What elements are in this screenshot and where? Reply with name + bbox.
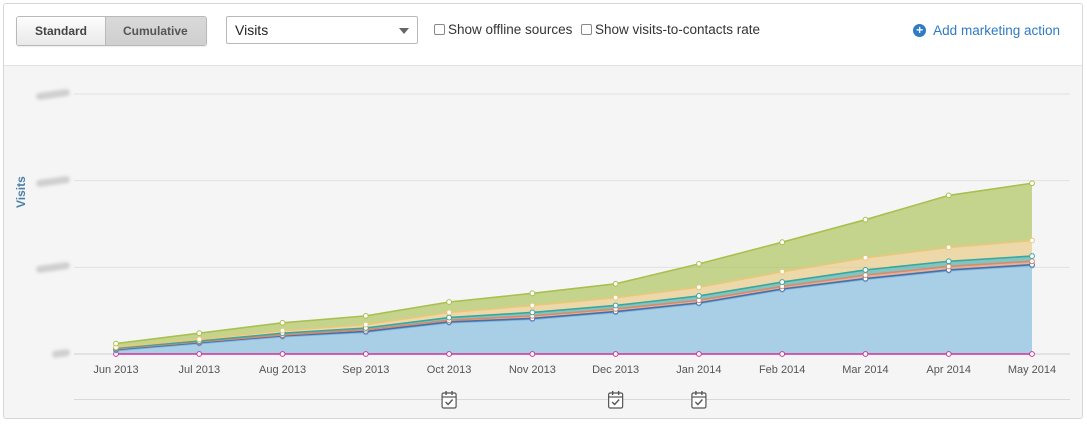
x-tick-label: Dec 2013	[592, 364, 639, 376]
data-point	[362, 312, 369, 319]
x-tick-label: Apr 2014	[926, 364, 971, 376]
x-tick-label: May 2014	[1008, 364, 1056, 376]
series-line	[115, 264, 1033, 352]
x-tick-label: Mar 2014	[842, 364, 888, 376]
data-point	[945, 192, 952, 199]
data-point	[945, 263, 952, 270]
data-point	[612, 280, 619, 287]
series-line	[115, 182, 1033, 345]
x-tick-label: Jul 2013	[178, 364, 220, 376]
data-point	[279, 327, 286, 334]
add-marketing-action-label: Add marketing action	[933, 23, 1060, 38]
calendar-check-icon[interactable]	[691, 391, 707, 409]
data-point	[446, 351, 452, 357]
series-line	[115, 263, 1033, 351]
x-tick-label: Sep 2013	[342, 364, 389, 376]
series-line	[115, 255, 1033, 349]
data-point	[279, 319, 286, 326]
calendar-check-icon[interactable]	[608, 391, 624, 409]
calendar-check-icon[interactable]	[441, 391, 457, 409]
data-point	[1029, 237, 1035, 244]
data-point	[779, 268, 786, 275]
metric-select[interactable]: Visits	[226, 16, 418, 44]
data-point	[779, 351, 786, 357]
data-point	[1029, 351, 1035, 357]
view-toggle: Standard Cumulative	[16, 16, 207, 46]
data-point	[862, 351, 869, 357]
data-point	[612, 302, 619, 309]
visits-rate-checkbox[interactable]: Show visits-to-contacts rate	[581, 22, 760, 37]
x-tick-label: Aug 2013	[259, 364, 306, 376]
data-point	[529, 309, 536, 316]
data-point	[862, 272, 869, 279]
series-line	[115, 239, 1033, 348]
plus-circle-icon: +	[913, 24, 927, 37]
data-point	[1029, 258, 1035, 265]
series-line	[115, 260, 1033, 350]
data-point	[945, 244, 952, 251]
data-point	[1029, 253, 1035, 259]
data-point	[696, 260, 702, 267]
cumulative-button[interactable]: Cumulative	[105, 17, 206, 45]
data-point	[113, 340, 119, 347]
data-point	[612, 351, 619, 357]
data-point	[779, 279, 786, 285]
checkbox-box[interactable]	[581, 24, 592, 35]
x-tick-label: Oct 2013	[427, 364, 472, 376]
data-point	[779, 239, 786, 246]
data-point	[1029, 180, 1035, 187]
series-area	[116, 183, 1032, 348]
data-point	[446, 314, 452, 321]
data-point	[862, 267, 869, 273]
data-point	[196, 336, 203, 343]
standard-button[interactable]: Standard	[17, 17, 106, 45]
chevron-down-icon	[399, 28, 409, 34]
checkbox-box[interactable]	[434, 24, 445, 35]
metric-select-value: Visits	[235, 22, 269, 38]
series-area	[116, 240, 1032, 348]
data-point	[446, 309, 452, 316]
data-point	[279, 351, 286, 357]
data-point	[529, 302, 536, 309]
x-tick-label: Jun 2013	[93, 364, 138, 376]
offline-sources-checkbox[interactable]: Show offline sources	[434, 22, 572, 37]
data-point	[945, 258, 952, 265]
visits-rate-label: Show visits-to-contacts rate	[595, 22, 761, 37]
data-point	[862, 216, 869, 223]
add-marketing-action-button[interactable]: + Add marketing action	[913, 23, 1060, 38]
data-point	[529, 290, 536, 297]
data-point	[696, 293, 702, 299]
offline-sources-label: Show offline sources	[448, 22, 573, 37]
data-point	[196, 330, 203, 337]
data-point	[362, 351, 369, 357]
data-point	[446, 299, 452, 305]
data-point	[196, 351, 203, 357]
x-tick-label: Jan 2014	[676, 364, 721, 376]
data-point	[945, 351, 952, 357]
data-point	[862, 254, 869, 261]
data-point	[696, 351, 702, 357]
data-point	[612, 294, 619, 301]
x-tick-label: Feb 2014	[759, 364, 805, 376]
data-point	[696, 284, 702, 291]
x-tick-label: Nov 2013	[509, 364, 556, 376]
data-point	[529, 351, 536, 357]
data-point	[362, 321, 369, 328]
toolbar: Standard Cumulative Visits Show offline …	[4, 4, 1082, 66]
